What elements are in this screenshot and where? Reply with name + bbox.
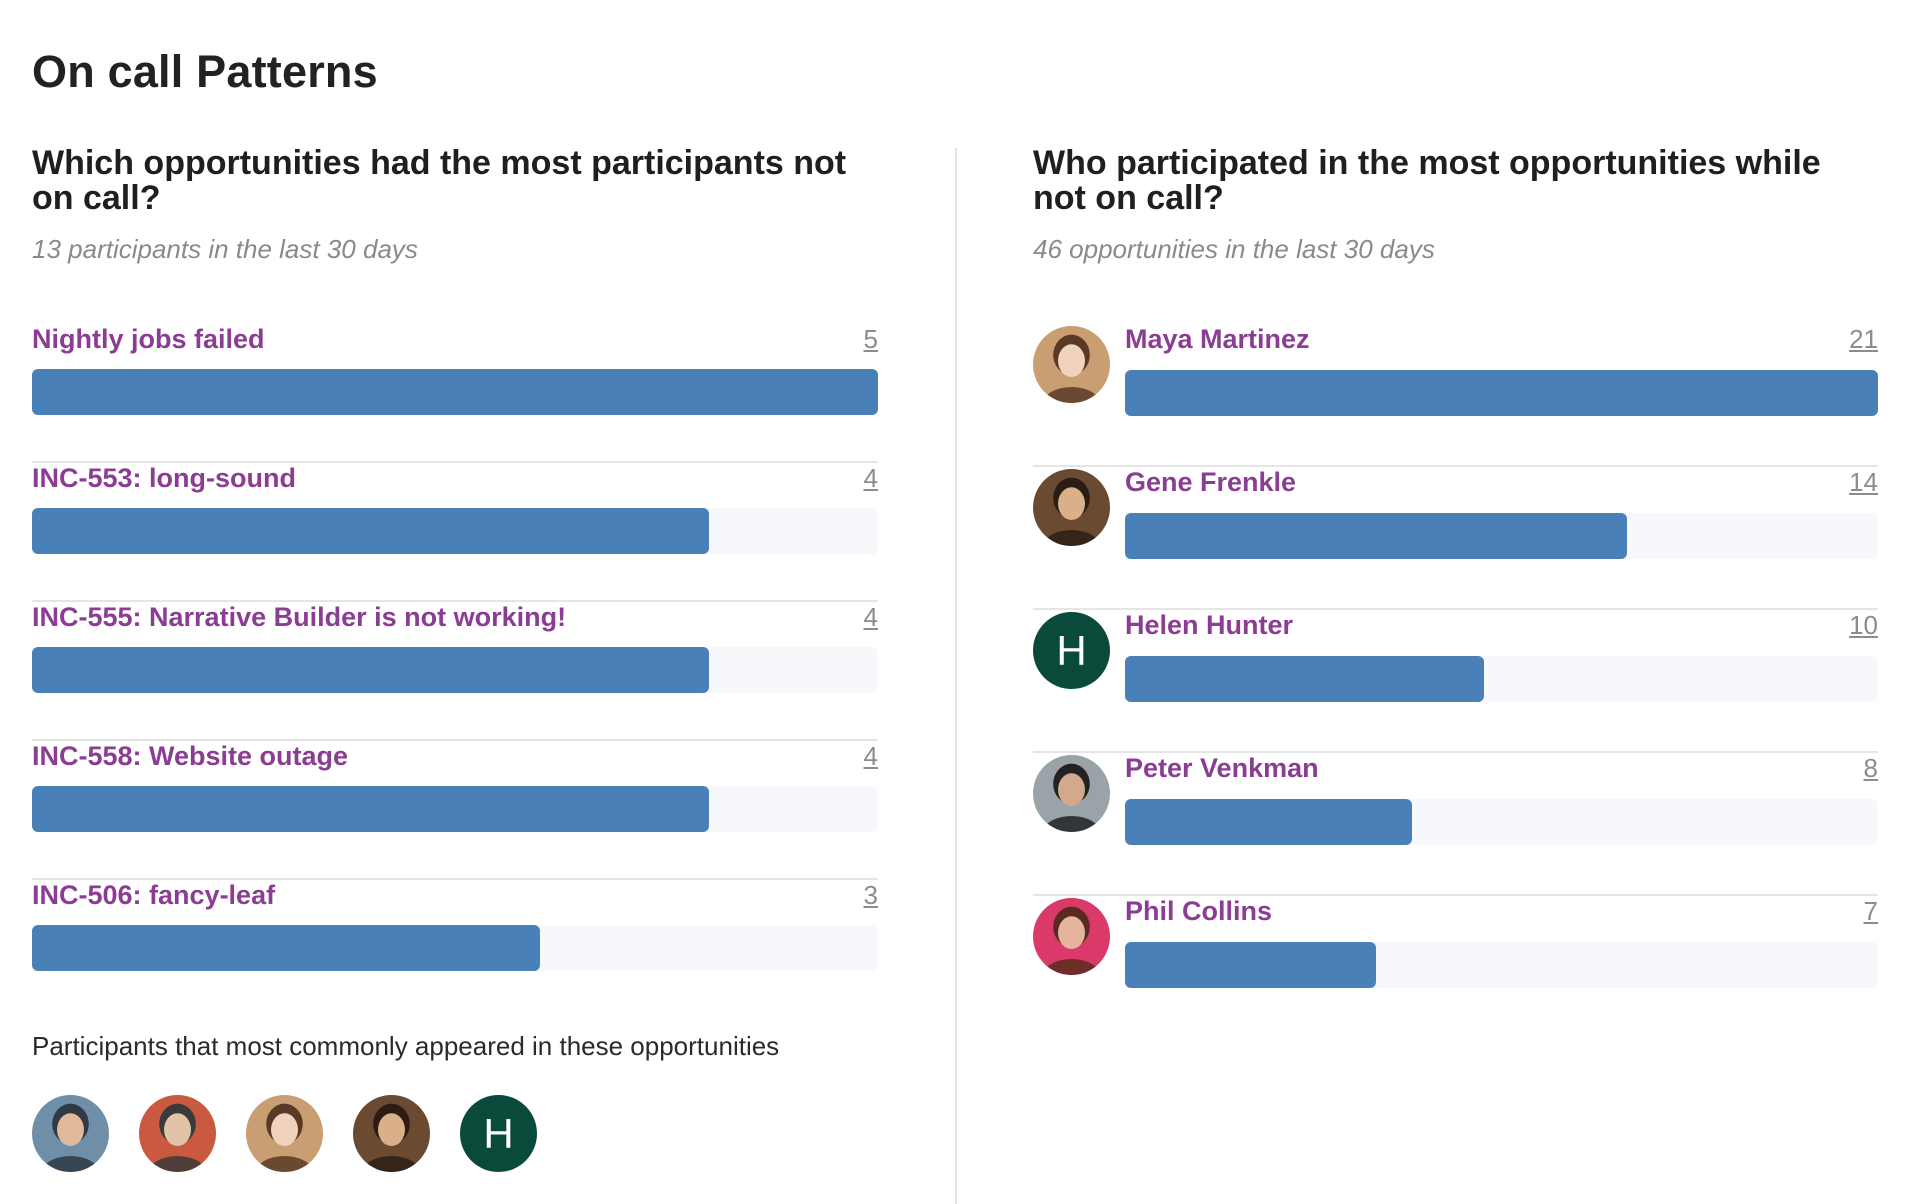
person-photo-icon (32, 1095, 109, 1172)
bar-track (1125, 942, 1878, 988)
opportunity-count-link[interactable]: 14 (1849, 467, 1878, 497)
participant-link[interactable]: Gene Frenkle (1125, 467, 1297, 497)
person-photo-icon (1033, 755, 1110, 832)
initial-avatar[interactable]: H (1033, 612, 1110, 689)
opportunity-count-link[interactable]: 8 (1863, 753, 1878, 783)
participant-avatar[interactable] (1033, 469, 1110, 546)
participant-count-link[interactable]: 5 (863, 324, 878, 354)
participant-row: Gene Frenkle 14 (1033, 467, 1878, 610)
participant-count-link[interactable]: 4 (863, 741, 878, 771)
person-photo-icon (1033, 326, 1110, 403)
participant-avatar[interactable] (1033, 755, 1110, 832)
opportunities-list: Nightly jobs failed 5 INC-553: long-soun… (32, 324, 878, 1019)
opportunity-link[interactable]: INC-506: fancy-leaf (32, 880, 276, 910)
opportunity-link[interactable]: INC-553: long-sound (32, 463, 296, 493)
bar-track (1125, 799, 1878, 845)
participant-link[interactable]: Helen Hunter (1125, 610, 1294, 640)
bar-fill (1125, 370, 1878, 416)
participant-link[interactable]: Peter Venkman (1125, 753, 1319, 783)
bar-track (32, 508, 878, 554)
common-participants-avatars: H (32, 1095, 537, 1172)
person-photo-icon (1033, 469, 1110, 546)
opportunity-row: INC-553: long-sound 4 (32, 463, 878, 602)
bar-track (32, 369, 878, 415)
opportunity-link[interactable]: Nightly jobs failed (32, 324, 265, 354)
participants-list: Maya Martinez 21 Gene Frenkle 14 H Helen… (1033, 324, 1878, 1039)
common-participants-title: Participants that most commonly appeared… (32, 1031, 780, 1061)
opportunity-link[interactable]: INC-555: Narrative Builder is not workin… (32, 602, 567, 632)
bar-fill (1125, 656, 1484, 702)
opportunity-count-link[interactable]: 7 (1863, 896, 1878, 926)
bar-track (32, 925, 878, 971)
participants-subtitle: 46 opportunities in the last 30 days (1033, 234, 1435, 264)
column-divider (955, 148, 957, 1204)
participant-row: Peter Venkman 8 (1033, 753, 1878, 896)
avatar-initial-letter: H (483, 1109, 514, 1157)
bar-fill (1125, 799, 1412, 845)
bar-track (1125, 656, 1878, 702)
opportunity-link[interactable]: INC-558: Website outage (32, 741, 349, 771)
bar-track (32, 786, 878, 832)
opportunities-subtitle: 13 participants in the last 30 days (32, 234, 418, 264)
initial-avatar[interactable]: H (460, 1095, 537, 1172)
person-photo-icon (139, 1095, 216, 1172)
participant-row: Phil Collins 7 (1033, 896, 1878, 1039)
participant-link[interactable]: Maya Martinez (1125, 324, 1310, 354)
person-photo-icon (1033, 898, 1110, 975)
bar-fill (32, 369, 878, 415)
opportunity-row: Nightly jobs failed 5 (32, 324, 878, 463)
bar-fill (1125, 513, 1627, 559)
participant-avatar[interactable] (139, 1095, 216, 1172)
participant-count-link[interactable]: 4 (863, 463, 878, 493)
bar-track (1125, 513, 1878, 559)
bar-track (32, 647, 878, 693)
participant-row: Maya Martinez 21 (1033, 324, 1878, 467)
bar-track (1125, 370, 1878, 416)
opportunities-heading: Which opportunities had the most partici… (32, 144, 847, 217)
participant-avatar[interactable] (32, 1095, 109, 1172)
person-photo-icon (246, 1095, 323, 1172)
bar-fill (32, 647, 709, 693)
participants-heading: Who participated in the most opportuniti… (1033, 144, 1821, 217)
bar-fill (32, 508, 709, 554)
participant-avatar[interactable] (1033, 326, 1110, 403)
person-photo-icon (353, 1095, 430, 1172)
participant-link[interactable]: Phil Collins (1125, 896, 1273, 926)
participant-row: H Helen Hunter 10 (1033, 610, 1878, 753)
bar-fill (32, 925, 540, 971)
participant-count-link[interactable]: 3 (863, 880, 878, 910)
page-title: On call Patterns (32, 46, 378, 97)
opportunity-row: INC-555: Narrative Builder is not workin… (32, 602, 878, 741)
participants-panel: Who participated in the most opportuniti… (1033, 144, 1878, 988)
participant-avatar[interactable] (246, 1095, 323, 1172)
opportunity-count-link[interactable]: 10 (1849, 610, 1878, 640)
bar-fill (1125, 942, 1376, 988)
participant-avatar[interactable] (1033, 898, 1110, 975)
bar-fill (32, 786, 709, 832)
opportunities-panel: Which opportunities had the most partici… (32, 144, 878, 971)
participant-avatar[interactable] (353, 1095, 430, 1172)
opportunity-count-link[interactable]: 21 (1849, 324, 1878, 354)
opportunity-row: INC-558: Website outage 4 (32, 741, 878, 880)
avatar-initial-letter: H (1056, 626, 1087, 674)
opportunity-row: INC-506: fancy-leaf 3 (32, 880, 878, 1019)
participant-count-link[interactable]: 4 (863, 602, 878, 632)
